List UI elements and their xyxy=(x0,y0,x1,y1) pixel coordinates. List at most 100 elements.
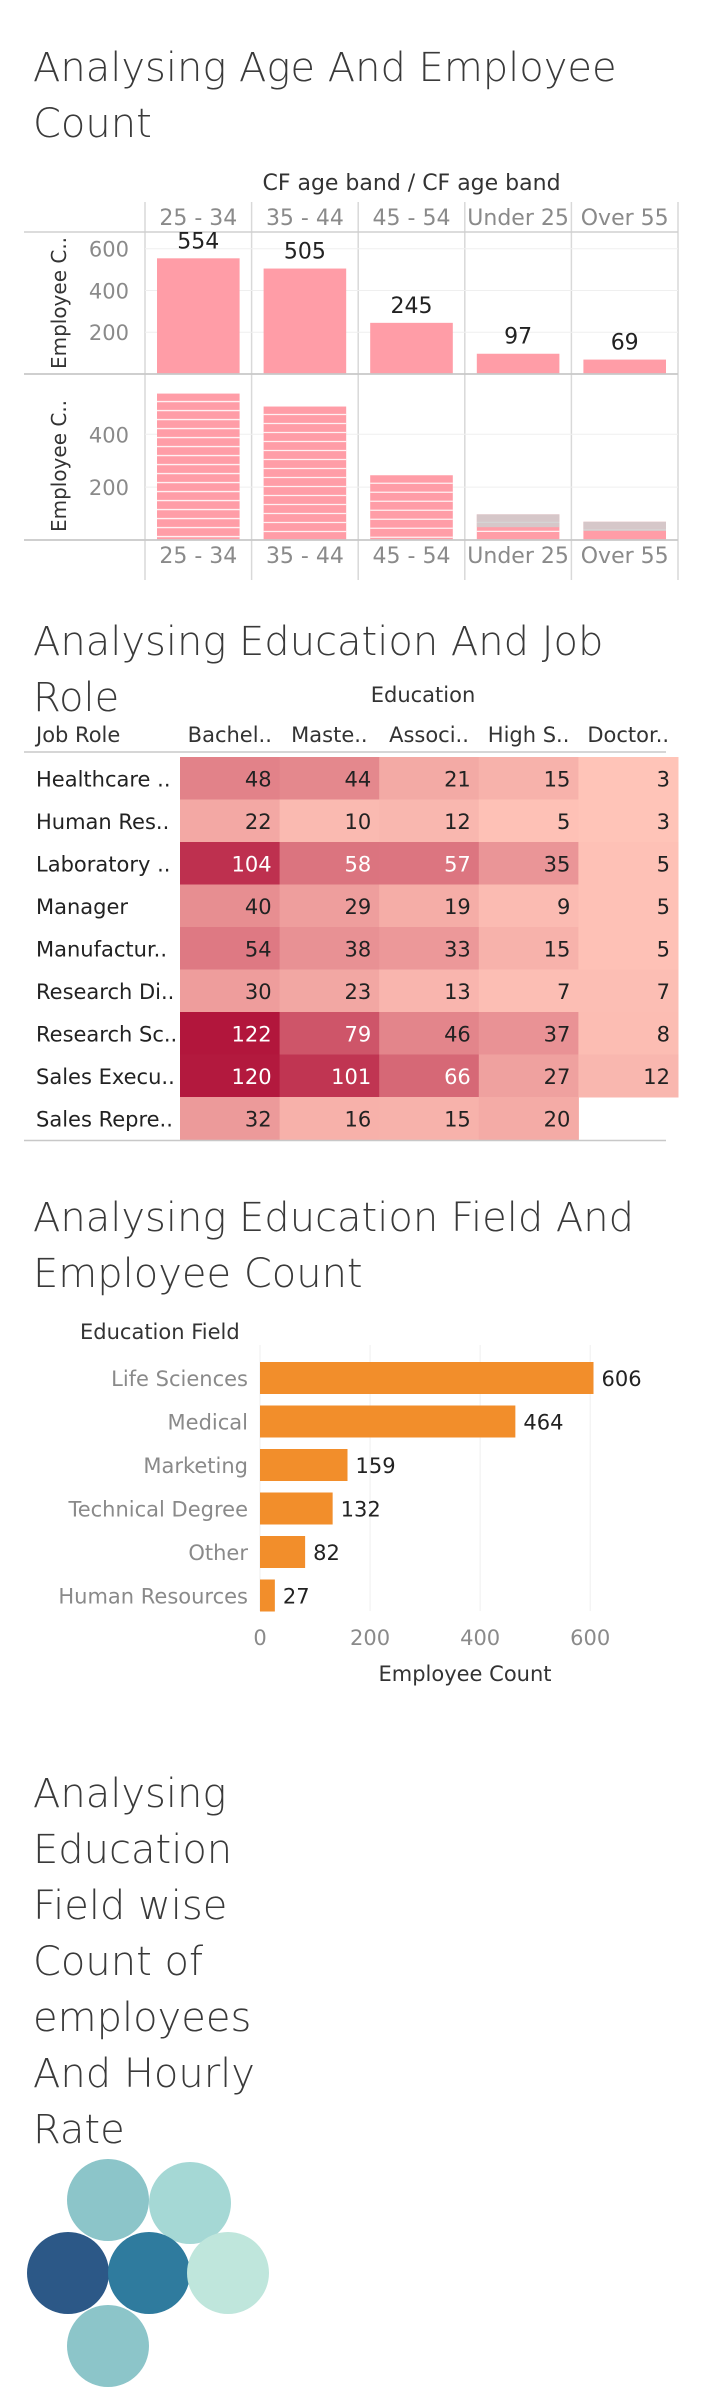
age-section-title: Analysing Age And Employee Count xyxy=(33,45,617,147)
heatmap-cell xyxy=(578,1012,679,1055)
heatmap-cell-value: 66 xyxy=(444,1065,471,1089)
y-axis-label: Employee C.. xyxy=(47,400,71,532)
age-bar-chart: CF age band / CF age band 25 - 34 25 - 34 3… xyxy=(24,171,679,580)
heatmap-cell-value: 19 xyxy=(444,895,471,919)
field-bar-value-label: 27 xyxy=(283,1585,310,1609)
age-category-label-top: 35 - 44 xyxy=(266,206,344,231)
age-bar-value-label: 97 xyxy=(504,325,532,350)
x-tick-label: 200 xyxy=(350,1626,390,1650)
heatmap-cell-value: 58 xyxy=(344,852,371,876)
age-category-label-bottom: Under 25 xyxy=(467,544,569,569)
age-bar-value-label: 505 xyxy=(284,240,326,265)
age-bar-value-label: 69 xyxy=(611,331,639,356)
heatmap-cell xyxy=(279,842,380,885)
heatmap-cell xyxy=(279,799,380,843)
age-bar xyxy=(157,393,240,540)
heatmap-cell xyxy=(478,1012,579,1055)
row-label: Research Di.. xyxy=(36,980,174,1004)
x-axis-label: Employee Count xyxy=(378,1662,551,1686)
heatmap-cell-value: 23 xyxy=(344,980,371,1004)
heatmap-cell xyxy=(180,842,281,885)
education-field-bar-chart: Education Field 0 200 400 600 Life Sciences 60… xyxy=(58,1320,642,1686)
heatmap-cell xyxy=(379,969,480,1013)
field-bar xyxy=(260,1362,594,1394)
age-category-label-bottom: 25 - 34 xyxy=(159,544,237,569)
heatmap-cell-value: 35 xyxy=(544,852,571,876)
age-category-label-top: 45 - 54 xyxy=(373,206,451,231)
y-tick-label: 200 xyxy=(89,321,129,345)
age-bar xyxy=(370,322,453,374)
row-label: Sales Repre.. xyxy=(36,1107,173,1131)
row-header: Job Role xyxy=(34,723,120,747)
heatmap-cell xyxy=(578,757,679,800)
heatmap-cell xyxy=(578,799,679,843)
row-label: Healthcare .. xyxy=(36,767,171,791)
category-label: Medical xyxy=(168,1411,248,1435)
category-label: Technical Degree xyxy=(67,1498,248,1522)
category-label: Human Resources xyxy=(58,1585,248,1609)
heatmap-cell-value: 32 xyxy=(245,1107,272,1131)
field-bar-value-label: 606 xyxy=(602,1367,642,1391)
bubble xyxy=(67,2159,149,2241)
row-label: Manager xyxy=(36,895,128,919)
age-bar xyxy=(263,406,347,540)
age-bar-value-label: 554 xyxy=(177,229,219,254)
column-label: Associ.. xyxy=(389,723,469,747)
heatmap-cell-value: 9 xyxy=(557,895,570,919)
heatmap-cell xyxy=(478,757,579,800)
heatmap-cell xyxy=(478,969,579,1013)
heatmap-cell xyxy=(279,927,380,970)
field-bar-value-label: 132 xyxy=(341,1498,381,1522)
heatmap-cell xyxy=(379,757,480,800)
heatmap-cell xyxy=(180,1054,281,1098)
stack-segment-other xyxy=(476,514,560,528)
column-label: Bachel.. xyxy=(188,723,272,747)
heatmap-cell xyxy=(478,842,579,885)
category-label: Life Sciences xyxy=(111,1367,248,1391)
row-label: Sales Execu.. xyxy=(36,1065,175,1089)
column-label: High S.. xyxy=(488,723,570,747)
heatmap-cell-value: 15 xyxy=(444,1107,471,1131)
heatmap-cell xyxy=(279,969,380,1013)
age-bar-value-label: 245 xyxy=(391,294,433,319)
age-bar xyxy=(157,258,240,374)
field-bar xyxy=(260,1492,333,1525)
heatmap-cell xyxy=(578,927,679,970)
heatmap-cell xyxy=(180,969,281,1013)
age-category-label-top: Over 55 xyxy=(581,206,669,231)
heatmap-cell-value: 13 xyxy=(444,980,471,1004)
heatmap-cell xyxy=(578,842,679,885)
heatmap-cell xyxy=(379,1012,480,1055)
age-category-label-bottom: Over 55 xyxy=(581,544,669,569)
heatmap-cell-value: 38 xyxy=(344,937,371,961)
age-bar xyxy=(263,268,347,374)
y-tick-label: 400 xyxy=(89,279,129,303)
age-bar xyxy=(370,475,453,540)
heatmap-cell xyxy=(180,927,281,970)
age-bar xyxy=(476,353,560,374)
heatmap-cell-value: 101 xyxy=(331,1065,371,1089)
heatmap-cell xyxy=(279,1097,380,1140)
heatmap-cell-value: 48 xyxy=(245,767,272,791)
heatmap-cell-value: 33 xyxy=(444,937,471,961)
field-bar xyxy=(260,1449,348,1481)
bubble xyxy=(27,2232,109,2314)
heatmap-cell-value: 8 xyxy=(657,1022,670,1046)
heatmap-cell-value: 5 xyxy=(657,852,670,876)
field-bar-value-label: 464 xyxy=(523,1411,563,1435)
heatmap-cell-value: 46 xyxy=(444,1022,471,1046)
row-label: Laboratory .. xyxy=(36,852,170,876)
heatmap-cell xyxy=(379,1097,480,1140)
edu-job-section-title: Analysing Education And Job Role xyxy=(33,619,604,721)
heatmap-cell-value: 120 xyxy=(232,1065,272,1089)
heatmap-cell xyxy=(279,1054,380,1098)
heatmap-cell xyxy=(578,969,679,1013)
category-label: Marketing xyxy=(143,1454,248,1478)
column-label: Maste.. xyxy=(291,723,367,747)
heatmap-cell xyxy=(379,799,480,843)
heatmap-cell xyxy=(478,927,579,970)
heatmap-cell-value: 122 xyxy=(232,1022,272,1046)
heatmap-cell-value: 27 xyxy=(544,1065,571,1089)
heatmap-cell-value: 79 xyxy=(344,1022,371,1046)
heatmap-cell xyxy=(180,757,281,800)
